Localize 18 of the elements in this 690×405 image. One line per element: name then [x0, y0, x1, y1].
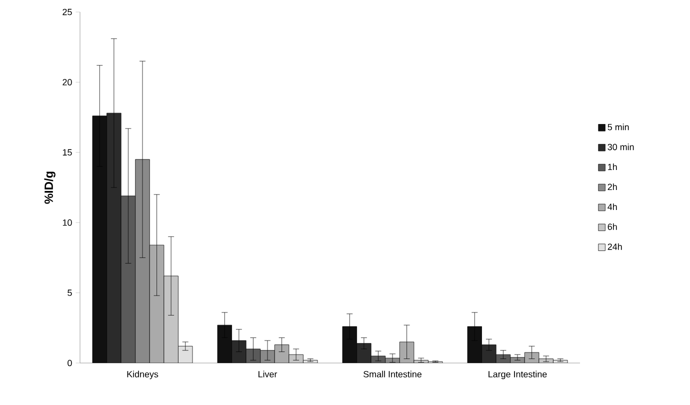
legend-label: 2h: [608, 184, 617, 190]
legend-label: 1h: [608, 164, 617, 170]
x-tick-label: Small Intestine: [364, 370, 422, 378]
y-tick-label: 10: [62, 219, 72, 226]
y-tick-label: 0: [68, 360, 72, 366]
x-tick-label: Large Intestine: [488, 370, 547, 380]
legend-label: 4h: [608, 203, 617, 210]
y-tick-label: 15: [62, 149, 72, 156]
legend-label: 5 min: [608, 124, 629, 130]
y-tick-label: 25: [62, 8, 72, 16]
legend-label: 24h: [608, 243, 622, 250]
y-tick-label: 20: [62, 79, 72, 86]
y-axis-title: %ID/g: [44, 172, 56, 204]
legend-label: 6h: [608, 223, 617, 230]
x-tick-label: Liver: [258, 370, 278, 378]
legend-label: 30 min: [608, 144, 634, 150]
y-tick-label: 5: [68, 290, 72, 296]
x-tick-label: Kidneys: [127, 370, 158, 380]
